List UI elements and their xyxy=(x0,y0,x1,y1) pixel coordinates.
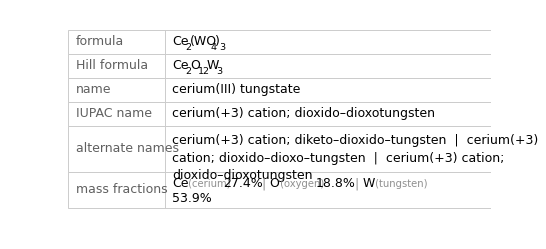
Text: 2: 2 xyxy=(185,67,191,76)
Text: 12: 12 xyxy=(198,67,210,76)
Text: 2: 2 xyxy=(185,43,191,52)
Text: W: W xyxy=(363,177,375,190)
Text: name: name xyxy=(76,83,111,96)
Text: |: | xyxy=(254,177,274,190)
Bar xyxy=(68,54,491,78)
Text: mass fractions: mass fractions xyxy=(76,184,168,196)
Text: ): ) xyxy=(216,35,221,48)
Text: (cerium): (cerium) xyxy=(185,179,234,189)
Text: Hill formula: Hill formula xyxy=(76,59,148,72)
Bar xyxy=(68,78,491,102)
Bar xyxy=(68,126,491,172)
Bar xyxy=(68,30,491,54)
Text: 18.8%: 18.8% xyxy=(316,177,356,190)
Text: W: W xyxy=(207,59,219,72)
Text: 27.4%: 27.4% xyxy=(223,177,263,190)
Text: 3: 3 xyxy=(219,43,225,52)
Text: (tungsten): (tungsten) xyxy=(372,179,431,189)
Bar xyxy=(68,172,491,208)
Text: cerium(III) tungstate: cerium(III) tungstate xyxy=(173,83,301,96)
Text: cerium(+3) cation; diketo–dioxido–tungsten  |  cerium(+3)
cation; dioxido–dioxo–: cerium(+3) cation; diketo–dioxido–tungst… xyxy=(173,134,538,182)
Text: Ce: Ce xyxy=(173,59,189,72)
Text: (WO: (WO xyxy=(190,35,217,48)
Text: |: | xyxy=(347,177,367,190)
Text: cerium(+3) cation; dioxido–dioxotungsten: cerium(+3) cation; dioxido–dioxotungsten xyxy=(173,107,435,120)
Text: alternate names: alternate names xyxy=(76,142,179,155)
Text: (oxygen): (oxygen) xyxy=(277,179,328,189)
Text: 4: 4 xyxy=(211,43,217,52)
Bar xyxy=(68,102,491,126)
Text: IUPAC name: IUPAC name xyxy=(76,107,152,120)
Text: O: O xyxy=(269,177,279,190)
Text: O: O xyxy=(190,59,200,72)
Text: 53.9%: 53.9% xyxy=(173,192,212,205)
Text: Ce: Ce xyxy=(173,35,189,48)
Text: Ce: Ce xyxy=(173,177,189,190)
Text: 3: 3 xyxy=(216,67,222,76)
Text: formula: formula xyxy=(76,35,124,48)
